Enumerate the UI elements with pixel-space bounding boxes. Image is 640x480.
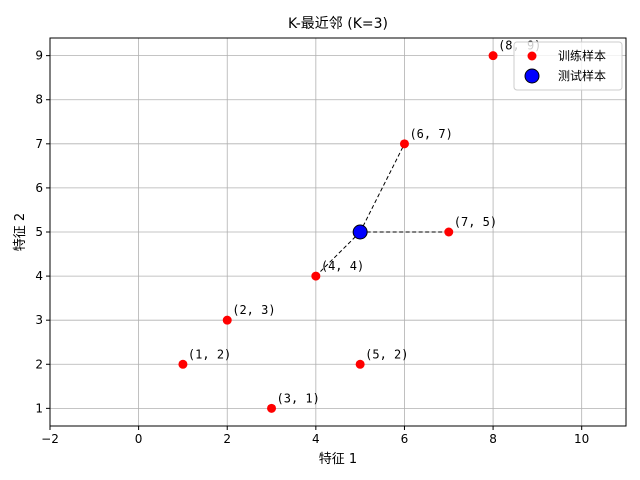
x-tick-label: −2 xyxy=(41,432,59,446)
y-tick-label: 2 xyxy=(35,357,43,371)
y-tick-label: 9 xyxy=(35,49,43,63)
training-sample-point xyxy=(178,360,187,369)
training-sample-point xyxy=(489,51,498,60)
x-tick-label: 10 xyxy=(574,432,589,446)
x-tick-label: 8 xyxy=(489,432,497,446)
y-axis-label: 特征 2 xyxy=(13,213,28,251)
training-sample-point xyxy=(223,316,232,325)
legend-label: 测试样本 xyxy=(558,68,606,83)
point-label: (3, 1) xyxy=(277,391,320,405)
grid-lines xyxy=(50,38,626,426)
y-tick-label: 6 xyxy=(35,181,43,195)
point-label: (5, 2) xyxy=(365,347,408,361)
y-tick-label: 1 xyxy=(35,401,43,415)
training-sample-point xyxy=(444,228,453,237)
chart-title: K-最近邻 (K=3) xyxy=(288,16,388,32)
test-sample-point xyxy=(353,225,367,239)
training-sample-point xyxy=(311,272,320,281)
training-sample-point xyxy=(356,360,365,369)
y-tick-label: 3 xyxy=(35,313,43,327)
x-axis-label: 特征 1 xyxy=(319,452,357,467)
x-tick-label: 6 xyxy=(401,432,409,446)
x-tick-label: 4 xyxy=(312,432,320,446)
training-sample-point xyxy=(400,139,409,148)
y-tick-label: 5 xyxy=(35,225,43,239)
legend-marker xyxy=(525,69,539,83)
x-tick-label: 2 xyxy=(223,432,231,446)
training-sample-point xyxy=(267,404,276,413)
legend-marker xyxy=(528,52,537,61)
y-tick-label: 4 xyxy=(35,269,43,283)
point-label: (7, 5) xyxy=(454,215,497,229)
legend-label: 训练样本 xyxy=(558,48,606,63)
point-labels: (1, 2) (2, 3) (3, 1) (4, 4) (5, 2) (6, 7) (7, … xyxy=(188,39,542,406)
x-tick-label: 0 xyxy=(135,432,143,446)
y-tick-label: 8 xyxy=(35,93,43,107)
point-label: (6, 7) xyxy=(409,127,452,141)
point-label: (1, 2) xyxy=(188,347,231,361)
point-label: (4, 4) xyxy=(321,259,364,273)
neighbor-lines xyxy=(316,144,449,276)
y-tick-label: 7 xyxy=(35,137,43,151)
point-label: (2, 3) xyxy=(232,303,275,317)
